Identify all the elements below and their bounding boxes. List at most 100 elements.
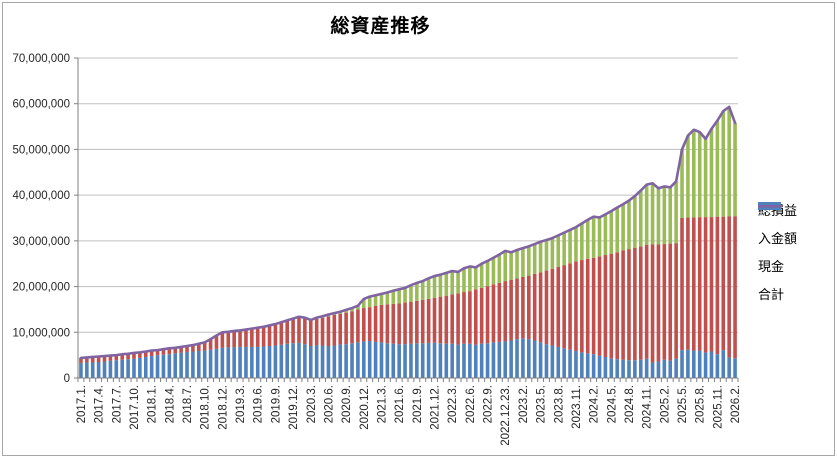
deposit-bar-segment <box>362 308 366 342</box>
profit-bar-segment <box>585 219 590 259</box>
profit-bar-segment <box>538 241 543 273</box>
deposit-bar-segment <box>709 217 714 352</box>
cash-bar-segment <box>85 362 89 378</box>
chart-title: 総資産推移 <box>330 16 431 37</box>
cash-bar-segment <box>362 341 366 378</box>
deposit-bar-segment <box>479 287 484 344</box>
deposit-bar-segment <box>656 244 661 362</box>
cash-bar-segment <box>308 346 313 378</box>
cash-bar-segment <box>220 347 225 378</box>
profit-bar-segment <box>556 235 561 267</box>
profit-bar-segment <box>391 290 396 304</box>
deposit-bar-segment <box>485 286 490 344</box>
cash-bar-segment <box>350 343 354 378</box>
cash-bar-segment <box>297 342 301 378</box>
cash-bar-segment <box>267 346 272 378</box>
cash-bar-segment <box>214 348 219 378</box>
cash-bar-segment <box>202 350 207 378</box>
cash-bar-segment <box>132 358 136 378</box>
deposit-bar-segment <box>662 244 667 360</box>
profit-bar-segment <box>438 274 443 297</box>
deposit-bar-segment <box>621 250 625 360</box>
cash-bar-segment <box>185 351 189 378</box>
profit-bar-segment <box>615 207 619 253</box>
cash-bar-segment <box>208 349 213 378</box>
profit-bar-segment <box>692 129 696 218</box>
cash-bar-segment <box>686 349 690 378</box>
profit-bar-segment <box>344 309 348 313</box>
cash-bar-segment <box>320 345 325 378</box>
profit-bar-segment <box>580 223 584 261</box>
x-axis-tick-label: 2018.10. <box>200 385 212 430</box>
deposit-bar-segment <box>261 326 266 347</box>
cash-bar-segment <box>450 343 454 378</box>
y-axis-tick-label: 40,000,000 <box>12 190 70 202</box>
cash-bar-segment <box>562 348 566 378</box>
cash-bar-segment <box>432 342 437 378</box>
cash-bar-segment <box>285 343 289 378</box>
cash-bar-segment <box>356 342 360 378</box>
profit-bar-segment <box>727 106 731 217</box>
cash-bar-segment <box>173 353 178 378</box>
profit-bar-segment <box>450 271 454 295</box>
profit-bar-segment <box>527 246 531 276</box>
deposit-bar-segment <box>544 270 549 345</box>
legend-line-swatch-icon <box>758 205 782 208</box>
cash-bar-segment <box>96 362 101 378</box>
y-axis-tick-label: 0 <box>64 373 70 385</box>
x-axis-tick-label: 2019.12. <box>288 385 300 430</box>
x-axis-tick-label: 2022.12.23. <box>500 385 512 446</box>
y-axis-tick-label: 20,000,000 <box>12 282 70 294</box>
cash-bar-segment <box>521 338 525 378</box>
x-axis-tick-label: 2020.9. <box>341 385 353 423</box>
cash-bar-segment <box>644 358 649 378</box>
cash-bar-segment <box>532 340 537 378</box>
cash-bar-segment <box>456 344 460 378</box>
x-axis-tick-label: 2019.6. <box>253 385 265 423</box>
profit-bar-segment <box>367 296 372 308</box>
profit-bar-segment <box>362 298 366 309</box>
profit-bar-segment <box>503 250 508 282</box>
deposit-bar-segment <box>120 354 124 360</box>
cash-bar-segment <box>238 346 242 378</box>
deposit-bar-segment <box>285 320 289 344</box>
deposit-bar-segment <box>279 322 284 345</box>
deposit-bar-segment <box>432 298 437 343</box>
deposit-bar-segment <box>703 217 708 353</box>
profit-bar-segment <box>591 216 596 258</box>
deposit-bar-segment <box>191 345 195 352</box>
deposit-bar-segment <box>303 317 307 345</box>
cash-bar-segment <box>438 343 443 378</box>
deposit-bar-segment <box>697 217 702 351</box>
cash-bar-segment <box>692 350 696 378</box>
cash-bar-segment <box>232 347 236 378</box>
profit-bar-segment <box>668 187 673 244</box>
x-axis-tick-label: 2019.9. <box>270 385 282 423</box>
profit-bar-segment <box>356 305 360 310</box>
profit-bar-segment <box>644 184 649 245</box>
x-axis-tick-label: 2017.4. <box>94 385 106 423</box>
profit-bar-segment <box>385 292 390 305</box>
cash-bar-segment <box>727 357 731 378</box>
deposit-bar-segment <box>232 330 236 348</box>
cash-bar-segment <box>527 339 531 378</box>
deposit-bar-segment <box>527 275 531 340</box>
deposit-bar-segment <box>208 339 213 350</box>
profit-bar-segment <box>621 204 625 251</box>
deposit-bar-segment <box>591 257 596 355</box>
deposit-bar-segment <box>273 324 278 346</box>
deposit-bar-segment <box>668 243 673 361</box>
deposit-bar-segment <box>332 314 337 346</box>
cash-bar-segment <box>638 359 643 378</box>
cash-bar-segment <box>580 352 584 378</box>
cash-bar-segment <box>403 344 407 378</box>
deposit-bar-segment <box>585 258 590 354</box>
cash-bar-segment <box>733 358 737 378</box>
profit-bar-segment <box>403 287 407 303</box>
deposit-bar-segment <box>114 355 119 361</box>
x-axis-tick-label: 2021.9. <box>412 385 424 423</box>
cash-bar-segment <box>597 355 602 378</box>
profit-bar-segment <box>609 211 614 254</box>
deposit-bar-segment <box>220 332 225 348</box>
cash-bar-segment <box>155 355 160 378</box>
